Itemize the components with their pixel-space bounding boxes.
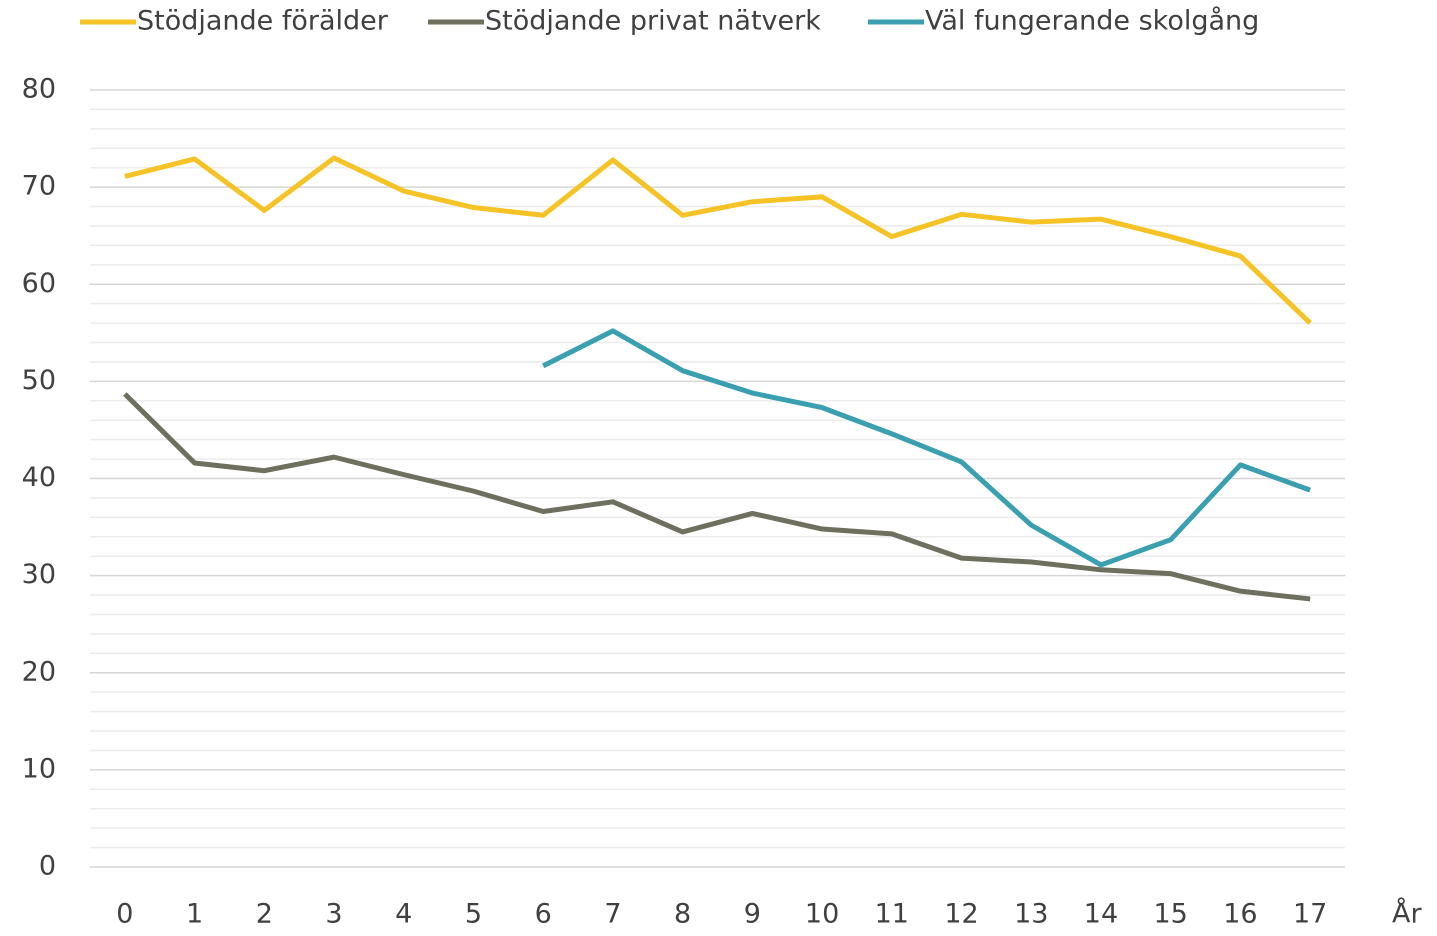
legend-label: Stödjande privat nätverk — [485, 6, 821, 37]
x-tick-label: 16 — [1223, 899, 1257, 930]
x-tick-label: 12 — [944, 899, 978, 930]
x-tick-label: 9 — [744, 899, 761, 930]
y-tick-label: 30 — [22, 559, 56, 590]
series-line — [124, 155, 1312, 325]
y-tick-label: 50 — [22, 365, 56, 396]
y-tick-label: 40 — [22, 462, 56, 493]
x-tick-label: 4 — [395, 899, 412, 930]
x-tick-label: 0 — [116, 899, 133, 930]
x-tick-label: 6 — [535, 899, 552, 930]
y-tick-label: 0 — [39, 851, 56, 882]
legend-label: Väl fungerande skolgång — [925, 6, 1259, 37]
series-line — [542, 328, 1311, 568]
x-tick-label: 11 — [875, 899, 909, 930]
y-tick-label: 70 — [22, 171, 56, 202]
x-tick-label: 7 — [604, 899, 621, 930]
x-tick-label: 1 — [186, 899, 203, 930]
x-axis-label: År — [1392, 898, 1422, 930]
x-tick-label: 8 — [674, 899, 691, 930]
x-tick-label: 15 — [1154, 899, 1188, 930]
x-tick-label: 13 — [1014, 899, 1048, 930]
x-tick-label: 10 — [805, 899, 839, 930]
x-tick-label: 2 — [256, 899, 273, 930]
x-tick-label: 3 — [325, 899, 342, 930]
x-tick-label: 5 — [465, 899, 482, 930]
x-tick-label: 17 — [1293, 899, 1327, 930]
y-tick-label: 80 — [22, 74, 56, 105]
series-line — [123, 392, 1311, 602]
legend-label: Stödjande förälder — [137, 6, 389, 37]
y-tick-label: 10 — [22, 753, 56, 784]
x-tick-label: 14 — [1084, 899, 1118, 930]
y-tick-label: 60 — [22, 268, 56, 299]
y-tick-label: 20 — [22, 656, 56, 687]
